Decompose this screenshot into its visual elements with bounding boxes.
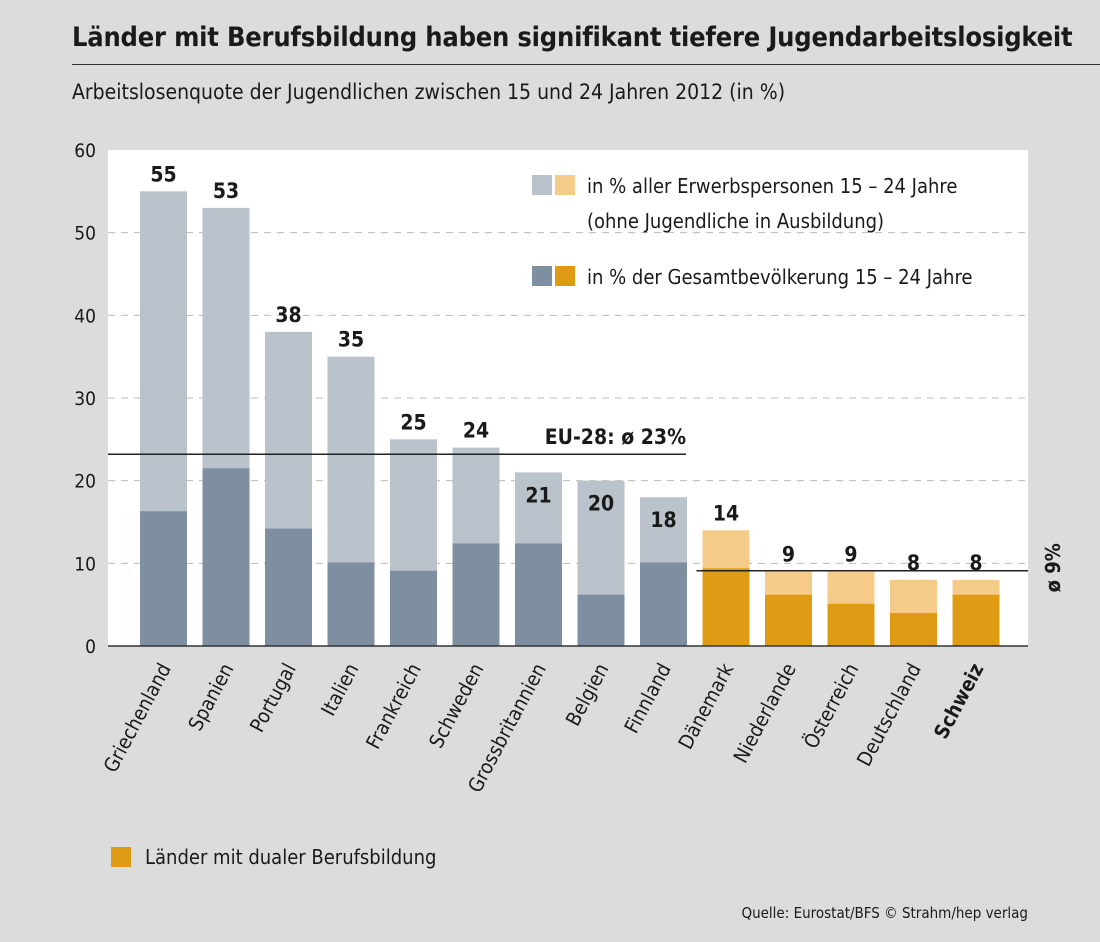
bar-population-share (890, 612, 937, 646)
bar-value-label: 24 (463, 419, 489, 443)
y-tick-label: 30 (74, 388, 96, 410)
x-category-label: Spanien (183, 659, 238, 735)
x-category-label: Schweden (424, 659, 489, 752)
title-rule (72, 64, 1100, 65)
bar-population-share (952, 594, 1000, 646)
x-category-label: Griechenland (98, 659, 176, 776)
bar-population-share (140, 511, 187, 646)
bar-population-share (765, 594, 812, 646)
eu-average-label: EU-28: ø 23% (545, 425, 686, 449)
bar-population-share (265, 528, 312, 646)
legend-swatch-orange-light (555, 175, 575, 195)
x-category-label: Belgien (561, 659, 614, 730)
bar-value-label: 38 (275, 303, 301, 327)
chart-subtitle: Arbeitslosenquote der Jugendlichen zwisc… (72, 80, 786, 104)
bar-population-share (702, 568, 750, 646)
reference-lines: EU-28: ø 23% ø 9% (108, 425, 1065, 592)
legend-swatch-grey-dark (532, 266, 552, 286)
bar-value-label: 18 (650, 508, 676, 532)
bar-labels: 55 53 38 35 25 24 21 20 18 14 9 9 8 8 (150, 162, 982, 575)
legend-swatch-grey-light (532, 175, 552, 195)
bars (140, 191, 1000, 647)
bar-population-share (327, 562, 375, 646)
x-category-label: Dänemark (673, 659, 738, 754)
source-note: Quelle: Eurostat/BFS © Strahm/hep verlag (741, 904, 1028, 922)
bar-value-label: 8 (969, 551, 982, 575)
legend-entry-2: in % der Gesamtbevölkerung 15 – 24 Jahre (587, 265, 973, 289)
y-tick-label: 20 (74, 471, 96, 493)
legend-swatch-orange-dark (555, 266, 575, 286)
y-tick-label: 60 (74, 140, 96, 162)
legend-entry-1-line-2: (ohne Jugendliche in Ausbildung) (587, 209, 884, 233)
y-tick-label: 40 (74, 305, 96, 327)
bar-value-label: 35 (338, 328, 364, 352)
x-category-label: Deutschland (852, 659, 926, 770)
bar-value-label: 9 (844, 543, 857, 567)
bar-value-label: 21 (525, 483, 551, 507)
bar-population-share (640, 562, 687, 646)
bar-population-share (390, 570, 437, 646)
x-category-label: Frankreich (361, 659, 426, 753)
bar-population-share (577, 594, 625, 646)
bar-population-share (515, 543, 562, 646)
legend: in % aller Erwerbspersonen 15 – 24 Jahre… (532, 174, 973, 289)
bar-population-share (202, 468, 250, 646)
dual-average-label: ø 9% (1041, 543, 1065, 592)
x-category-label: Italien (316, 659, 363, 720)
x-category-label: Niederlande (728, 659, 801, 767)
x-category-label: Finnland (619, 659, 676, 737)
x-axis-labels: Griechenland Spanien Portugal ItalienFrankr… (98, 659, 988, 797)
legend-entry-1-line-1: in % aller Erwerbspersonen 15 – 24 Jahre (587, 174, 957, 198)
bar-value-label: 55 (150, 162, 176, 186)
bar-value-label: 9 (782, 543, 795, 567)
gridlines (108, 232, 1028, 564)
bar-value-label: 14 (713, 501, 739, 525)
bar-value-label: 8 (907, 551, 920, 575)
bar-value-label: 25 (400, 410, 426, 434)
y-tick-label: 50 (74, 223, 96, 245)
y-tick-label: 10 (74, 553, 96, 575)
dual-system-swatch (111, 847, 131, 867)
y-tick-label: 0 (85, 636, 96, 658)
y-axis-ticks: 0 10 20 30 40 50 60 (74, 140, 96, 658)
x-category-label: Schweiz (929, 659, 989, 743)
dual-system-legend: Länder mit dualer Berufsbildung (111, 845, 436, 869)
bar-value-label: 53 (213, 179, 239, 203)
chart-title: Länder mit Berufsbildung haben signifika… (72, 22, 1073, 53)
bar-value-label: 20 (588, 492, 614, 516)
x-category-label: Österreich (799, 659, 864, 752)
bar-population-share (452, 543, 500, 646)
x-category-label: Portugal (245, 659, 301, 736)
dual-system-legend-label: Länder mit dualer Berufsbildung (145, 845, 437, 869)
bar-population-share (827, 603, 875, 646)
